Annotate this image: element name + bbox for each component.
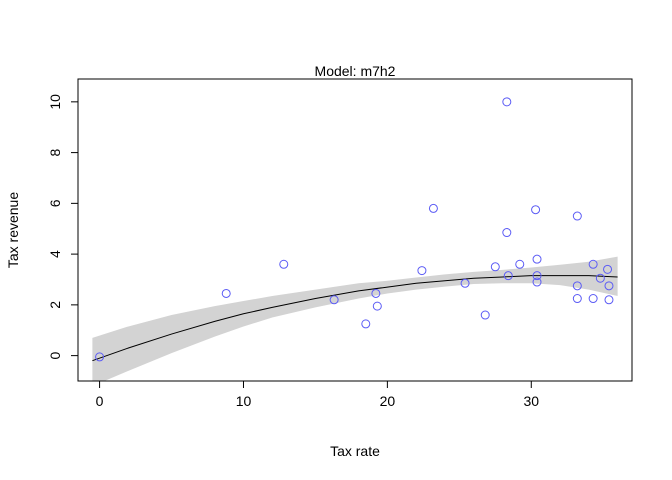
data-point (603, 264, 613, 274)
data-point (490, 262, 500, 272)
x-tick-label: 20 (380, 393, 396, 409)
data-point (460, 278, 470, 288)
data-point (532, 271, 542, 281)
data-point (604, 281, 614, 291)
data-point (480, 310, 490, 320)
data-point (588, 259, 598, 269)
chart-title: Model: m7h2 (315, 63, 396, 79)
data-point (503, 271, 513, 281)
x-tick-label: 0 (96, 393, 104, 409)
data-point (361, 319, 371, 329)
y-tick-label: 2 (47, 301, 63, 309)
y-tick-label: 6 (47, 199, 63, 207)
data-point (572, 211, 582, 221)
data-point (428, 203, 438, 213)
data-point (372, 301, 382, 311)
x-tick-label: 30 (523, 393, 539, 409)
data-point (95, 352, 105, 362)
data-point (502, 97, 512, 107)
y-axis: 0 2 4 6 8 10 (47, 94, 79, 360)
data-point (417, 266, 427, 276)
data-point (279, 259, 289, 269)
data-point (595, 273, 605, 283)
plot-area (92, 97, 618, 381)
x-axis-label: Tax rate (330, 443, 380, 459)
data-point (221, 288, 231, 298)
data-point (532, 254, 542, 264)
data-point (531, 205, 541, 215)
data-point (532, 277, 542, 287)
confidence-band (92, 256, 618, 381)
plot-border (77, 78, 633, 382)
data-point (371, 288, 381, 298)
y-tick-label: 0 (47, 352, 63, 360)
data-point (515, 259, 525, 269)
data-point (588, 294, 598, 304)
data-point (329, 295, 339, 305)
y-axis-label: Tax revenue (5, 192, 21, 268)
data-point (572, 281, 582, 291)
data-point (572, 294, 582, 304)
data-point (502, 228, 512, 238)
y-tick-label: 4 (47, 250, 63, 258)
x-tick-label: 10 (236, 393, 252, 409)
x-axis: 0 10 20 30 (96, 380, 539, 409)
data-point (604, 295, 614, 305)
y-tick-label: 10 (47, 94, 63, 110)
y-tick-label: 8 (47, 148, 63, 156)
